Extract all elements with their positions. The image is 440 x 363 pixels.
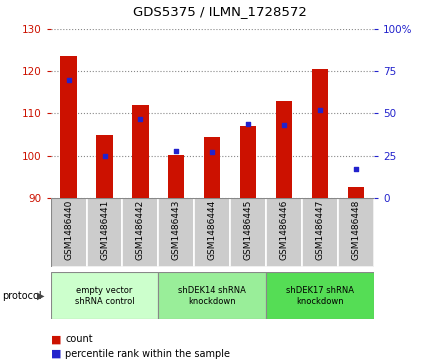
Text: protocol: protocol: [2, 291, 42, 301]
Text: percentile rank within the sample: percentile rank within the sample: [65, 349, 230, 359]
Bar: [312, 69, 328, 198]
Text: GSM1486442: GSM1486442: [136, 200, 145, 260]
Text: ■: ■: [51, 334, 61, 344]
Bar: [240, 126, 257, 198]
Text: GSM1486448: GSM1486448: [352, 200, 360, 260]
Point: [317, 107, 324, 113]
Text: empty vector
shRNA control: empty vector shRNA control: [75, 286, 134, 306]
Text: GSM1486444: GSM1486444: [208, 200, 217, 260]
Bar: [230, 198, 266, 267]
Bar: [51, 272, 158, 319]
Bar: [204, 136, 220, 198]
Bar: [87, 198, 122, 267]
Point: [137, 115, 144, 121]
Point: [173, 148, 180, 154]
Bar: [276, 101, 292, 198]
Text: GSM1486447: GSM1486447: [315, 200, 325, 260]
Text: GSM1486440: GSM1486440: [64, 200, 73, 260]
Bar: [122, 198, 158, 267]
Bar: [338, 198, 374, 267]
Text: GDS5375 / ILMN_1728572: GDS5375 / ILMN_1728572: [133, 5, 307, 19]
Text: ▶: ▶: [37, 291, 44, 301]
Bar: [348, 187, 364, 198]
Text: GSM1486443: GSM1486443: [172, 200, 181, 260]
Text: ■: ■: [51, 349, 61, 359]
Bar: [60, 57, 77, 198]
Bar: [266, 198, 302, 267]
Point: [101, 153, 108, 159]
Bar: [132, 105, 149, 198]
Bar: [168, 155, 184, 198]
Text: GSM1486445: GSM1486445: [244, 200, 253, 260]
Text: GSM1486441: GSM1486441: [100, 200, 109, 260]
Point: [352, 166, 359, 172]
Bar: [158, 272, 266, 319]
Point: [245, 121, 252, 126]
Text: shDEK17 shRNA
knockdown: shDEK17 shRNA knockdown: [286, 286, 354, 306]
Text: GSM1486446: GSM1486446: [280, 200, 289, 260]
Point: [209, 149, 216, 155]
Bar: [302, 198, 338, 267]
Bar: [158, 198, 194, 267]
Bar: [96, 135, 113, 198]
Text: count: count: [65, 334, 93, 344]
Bar: [51, 198, 87, 267]
Text: shDEK14 shRNA
knockdown: shDEK14 shRNA knockdown: [178, 286, 246, 306]
Bar: [194, 198, 230, 267]
Point: [281, 122, 288, 128]
Point: [65, 77, 72, 82]
Bar: [266, 272, 374, 319]
